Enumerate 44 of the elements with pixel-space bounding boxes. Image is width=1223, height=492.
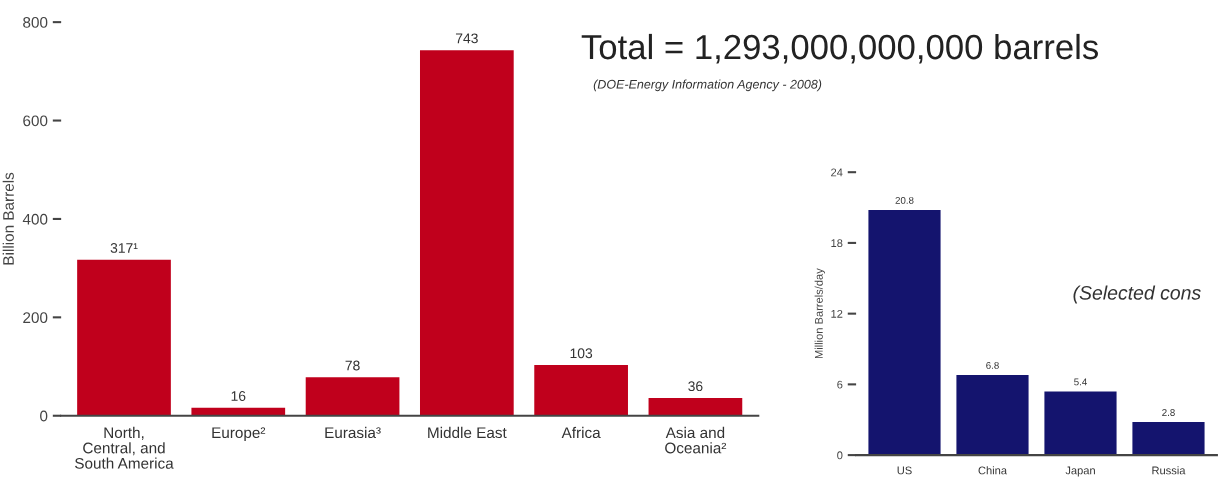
text: Total = 1,293,000,000,000 barrels bbox=[581, 33, 1098, 64]
x-tick-label: China bbox=[978, 466, 1008, 475]
bar bbox=[77, 259, 171, 416]
annotation: (DOE-Energy Information Agency - 2008) bbox=[593, 79, 822, 92]
bar bbox=[1132, 422, 1205, 456]
data-label: 16 bbox=[231, 391, 246, 401]
y-tick-label: 800 bbox=[23, 17, 48, 28]
data-label: 6.8 bbox=[986, 361, 999, 369]
y-tick-label: 600 bbox=[23, 115, 48, 127]
x-tick-label: Japan bbox=[1065, 466, 1095, 477]
x-tick-label: Russia bbox=[1152, 466, 1186, 475]
x-tick-label: Eurasia³ bbox=[325, 426, 381, 439]
annotation: (Selected cons bbox=[1073, 285, 1201, 304]
data-label: 36 bbox=[688, 381, 703, 392]
x-tick-label: Asia and Oceania² bbox=[665, 426, 727, 454]
y-tick-label: 24 bbox=[831, 168, 843, 177]
bar bbox=[648, 398, 743, 416]
data-label: 317¹ bbox=[110, 243, 138, 253]
data-label: 78 bbox=[345, 360, 360, 371]
x-tick-label: Africa bbox=[561, 426, 601, 439]
y-tick-label: 6 bbox=[837, 380, 843, 389]
bar bbox=[868, 209, 941, 456]
y-tick-label: 12 bbox=[831, 309, 843, 318]
x-tick-label: Europe² bbox=[212, 427, 266, 442]
data-label: 743 bbox=[455, 33, 478, 44]
y-tick-label: 400 bbox=[22, 213, 48, 225]
y-axis-title: Million Barrels/day bbox=[814, 268, 825, 359]
y-tick-label: 200 bbox=[23, 312, 48, 324]
x-tick-label: US bbox=[897, 466, 912, 475]
y-tick-label: 18 bbox=[831, 239, 843, 248]
bar bbox=[419, 50, 514, 416]
y-tick-label: 0 bbox=[837, 451, 843, 460]
data-label: 2.8 bbox=[1162, 409, 1175, 417]
y-axis-title: Billion Barrels bbox=[2, 172, 14, 265]
data-label: 20.8 bbox=[895, 196, 914, 204]
bar bbox=[305, 377, 400, 416]
bar bbox=[1044, 391, 1117, 456]
bar bbox=[534, 365, 628, 416]
x-tick-label: Middle East bbox=[428, 426, 507, 439]
bar bbox=[956, 374, 1029, 456]
data-label: 5.4 bbox=[1074, 378, 1087, 386]
y-tick-label: 0 bbox=[40, 410, 48, 422]
data-label: 103 bbox=[570, 348, 593, 359]
x-tick-label: North, Central, and South America bbox=[75, 426, 174, 469]
